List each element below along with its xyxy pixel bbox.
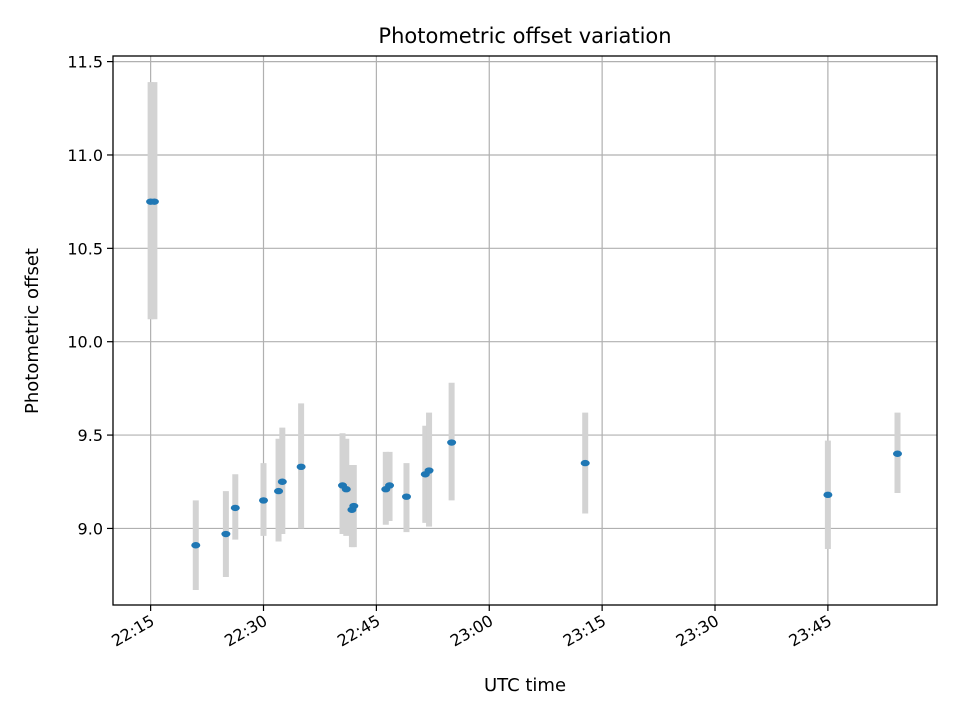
y-tick-label: 10.0 xyxy=(67,333,103,352)
data-point xyxy=(230,504,240,512)
data-point xyxy=(349,502,359,510)
data-point xyxy=(580,459,590,467)
data-point xyxy=(221,530,231,538)
data-point xyxy=(149,198,159,205)
data-point xyxy=(296,463,306,471)
chart-title: Photometric offset variation xyxy=(378,24,671,48)
y-tick-label: 11.5 xyxy=(67,53,103,72)
data-point xyxy=(401,493,411,500)
data-point xyxy=(892,450,902,457)
y-tick-label: 10.5 xyxy=(67,239,103,258)
y-tick-label: 11.0 xyxy=(67,146,103,165)
data-point xyxy=(341,486,351,493)
y-tick-label: 9.0 xyxy=(78,519,103,538)
y-axis-title: Photometric offset xyxy=(22,248,43,414)
data-point xyxy=(447,439,457,446)
y-axis-ticks: 9.0 9.5 10.0 10.5 11.0 11.5 xyxy=(67,53,113,538)
grid xyxy=(113,56,937,605)
data-point xyxy=(385,482,395,489)
data-point xyxy=(191,542,201,549)
data-points xyxy=(146,198,902,549)
plot-frame xyxy=(112,55,938,606)
data-point xyxy=(424,467,434,474)
data-point xyxy=(823,491,833,499)
data-point xyxy=(277,478,287,485)
data-point xyxy=(259,497,269,504)
x-axis-title: UTC time xyxy=(484,675,566,696)
y-tick-label: 9.5 xyxy=(78,426,103,445)
data-point xyxy=(274,487,284,495)
